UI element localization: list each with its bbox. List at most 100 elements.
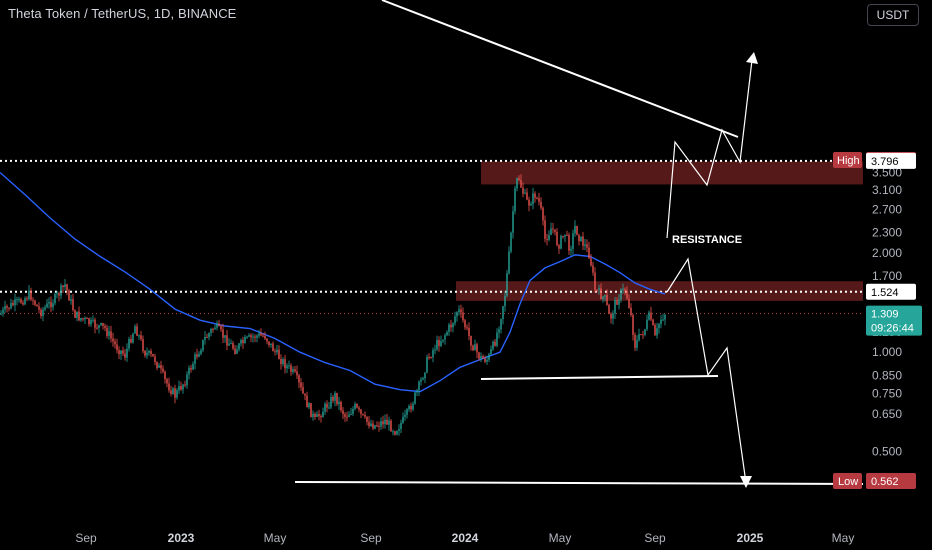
candle-body xyxy=(322,411,324,418)
candle-body xyxy=(526,192,528,200)
candle-body xyxy=(284,359,286,369)
candle-body xyxy=(434,349,436,351)
last-price-value: 1.309 xyxy=(871,309,899,321)
candle-body xyxy=(36,304,38,307)
candle-body xyxy=(276,349,278,353)
candle-body xyxy=(464,320,466,328)
candle-body xyxy=(420,379,422,382)
candle-body xyxy=(192,363,194,370)
candle-body xyxy=(80,318,82,321)
candle-body xyxy=(372,423,374,429)
candle-body xyxy=(350,413,352,415)
candle-body xyxy=(260,333,262,336)
candle-body xyxy=(252,336,254,338)
bottom-support-line xyxy=(294,481,864,485)
candle-body xyxy=(134,326,136,334)
low-tag-label: Low xyxy=(838,476,858,488)
candle-body xyxy=(446,332,448,336)
candle-body xyxy=(338,401,340,405)
candle-body xyxy=(384,419,386,425)
candle-body xyxy=(68,290,70,301)
candle-body xyxy=(490,349,492,355)
candle-body xyxy=(616,300,618,305)
currency-button[interactable]: USDT xyxy=(867,4,919,26)
candle-body xyxy=(600,288,602,300)
candle-body xyxy=(368,421,370,426)
candle-body xyxy=(328,407,330,409)
candle-body xyxy=(184,384,186,386)
candle-body xyxy=(622,288,624,290)
candle-body xyxy=(308,403,310,408)
candle-body xyxy=(326,403,328,408)
candle-body xyxy=(618,299,620,305)
candle-body xyxy=(502,306,504,320)
candle-body xyxy=(414,392,416,404)
candle-body xyxy=(602,296,604,300)
time-axis[interactable]: Sep 2023 May Sep 2024 May Sep 2025 May xyxy=(75,531,854,545)
candle-body xyxy=(402,416,404,423)
candle-body xyxy=(432,350,434,358)
candle-body xyxy=(288,365,290,367)
candle-body xyxy=(146,352,148,356)
candle-body xyxy=(98,325,100,328)
symbol-title: Theta Token / TetherUS, 1D, BINANCE xyxy=(8,6,237,21)
candle-body xyxy=(550,228,552,235)
candle-body xyxy=(346,416,348,418)
candle-body xyxy=(564,234,566,237)
candle-body xyxy=(220,326,222,330)
candle-body xyxy=(130,339,132,343)
candle-body xyxy=(500,319,502,330)
candle-body xyxy=(418,381,420,391)
candle-body xyxy=(370,423,372,426)
y-tick-label: 0.500 xyxy=(872,445,902,459)
candle-body xyxy=(466,327,468,329)
x-tick-label: Sep xyxy=(644,531,666,545)
candle-body xyxy=(232,343,234,349)
levels-layer xyxy=(0,159,863,315)
candle-body xyxy=(560,235,562,249)
candle-body xyxy=(324,403,326,412)
candle-body xyxy=(478,352,480,359)
candle-body xyxy=(218,323,220,326)
candle-body xyxy=(494,341,496,346)
candle-body xyxy=(340,401,342,411)
price-axis[interactable]: 3.5003.1002.7002.3002.0001.7001.1501.000… xyxy=(872,166,902,459)
candle-body xyxy=(304,393,306,396)
candle-body xyxy=(300,382,302,388)
candle-body xyxy=(156,362,158,368)
candle-body xyxy=(272,343,274,352)
candle-body xyxy=(364,414,366,417)
candle-body xyxy=(344,414,346,417)
candle-body xyxy=(614,300,616,314)
candle-body xyxy=(198,353,200,357)
candle-body xyxy=(450,324,452,328)
candle-body xyxy=(164,371,166,380)
candle-body xyxy=(394,431,396,435)
y-tick-label: 2.300 xyxy=(872,226,902,240)
candle-body xyxy=(486,359,488,362)
candle-body xyxy=(584,244,586,246)
candle-body xyxy=(52,303,54,308)
candle-body xyxy=(552,228,554,230)
candle-body xyxy=(634,334,636,348)
moving-average-line xyxy=(0,171,666,393)
candle-body xyxy=(484,358,486,362)
candle-body xyxy=(644,329,646,335)
candle-body xyxy=(632,315,634,335)
candle-body xyxy=(406,409,408,415)
candle-body xyxy=(292,369,294,372)
candle-body xyxy=(442,339,444,342)
candle-body xyxy=(2,309,4,314)
low-value-tag xyxy=(866,473,916,489)
candle-body xyxy=(212,329,214,331)
candle-body xyxy=(598,288,600,290)
candle-body xyxy=(38,306,40,310)
candle-body xyxy=(604,295,606,297)
candle-body xyxy=(118,350,120,355)
y-tick-label: 3.100 xyxy=(872,183,902,197)
candle-body xyxy=(26,298,28,300)
candle-body xyxy=(342,410,344,415)
candle-body xyxy=(20,299,22,303)
candle-body xyxy=(636,340,638,348)
